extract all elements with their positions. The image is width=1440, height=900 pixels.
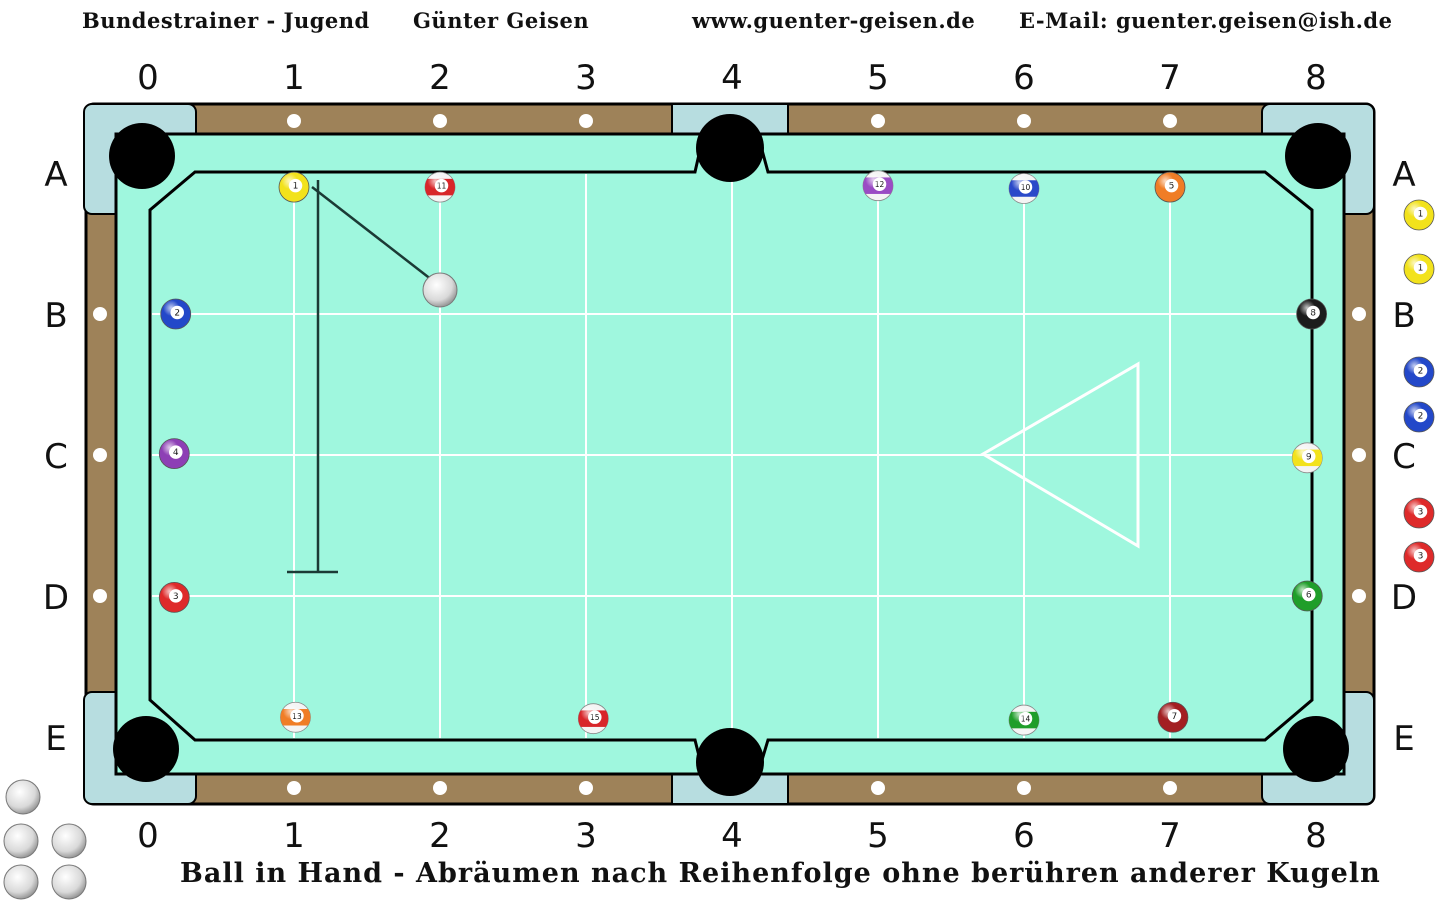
spare-cue-ball <box>51 864 87 900</box>
header-trainer: Bundestrainer - Jugend <box>82 8 370 33</box>
column-label-top: 2 <box>429 58 451 98</box>
column-label-top: 7 <box>1159 58 1181 98</box>
column-label-bottom: 1 <box>283 816 305 856</box>
row-label-left: E <box>45 719 66 759</box>
ball-7: 7 <box>1157 701 1189 733</box>
spare-cue-balls <box>3 779 87 900</box>
caption: Ball in Hand - Abräumen nach Reihenfolge… <box>180 858 1381 889</box>
column-label-top: 3 <box>575 58 597 98</box>
diamond-bottom-5 <box>871 781 885 795</box>
diamond-left-2 <box>93 448 107 462</box>
column-label-top: 6 <box>1013 58 1035 98</box>
ball-4: 4 <box>158 438 190 469</box>
column-label-bottom: 8 <box>1305 816 1327 856</box>
ball-5: 5 <box>1154 171 1186 203</box>
diamond-top-3 <box>579 114 593 128</box>
column-label-bottom: 2 <box>429 816 451 856</box>
rail-diamonds <box>93 114 1366 795</box>
diamond-top-2 <box>433 114 447 128</box>
diamond-bottom-3 <box>579 781 593 795</box>
row-label-left: B <box>44 296 67 336</box>
diamond-top-7 <box>1163 114 1177 128</box>
row-label-right: A <box>1392 155 1415 195</box>
row-label-right: C <box>1392 437 1416 477</box>
pocket-bottom-middle <box>696 728 764 796</box>
ball-15: 15 <box>577 703 609 735</box>
row-label-right: E <box>1393 719 1414 759</box>
ball-9: 9 <box>1291 442 1323 474</box>
ball-legend: 1 1 2 2 3 3 <box>1403 199 1435 573</box>
legend-ball-3: 3 <box>1403 541 1435 573</box>
header-name: Günter Geisen <box>413 8 590 33</box>
row-label-left: C <box>44 437 68 477</box>
pocket-bottom-left <box>113 716 179 782</box>
column-label-bottom: 7 <box>1159 816 1181 856</box>
column-label-bottom: 6 <box>1013 816 1035 856</box>
aim-line <box>311 186 433 281</box>
balls: 111121052849361315147 <box>158 170 1328 736</box>
ball-13: 13 <box>280 701 311 733</box>
diamond-top-5 <box>871 114 885 128</box>
diamond-top-1 <box>287 114 301 128</box>
ball-3: 3 <box>158 582 190 613</box>
legend-ball-1: 1 <box>1403 253 1435 285</box>
ball-11: 11 <box>424 171 456 203</box>
column-label-bottom: 0 <box>137 816 159 856</box>
legend-ball-1: 1 <box>1403 199 1435 231</box>
diamond-bottom-1 <box>287 781 301 795</box>
ball-2: 2 <box>160 298 192 330</box>
ball-1: 1 <box>278 171 310 203</box>
ball-8: 8 <box>1296 298 1328 330</box>
column-label-bottom: 4 <box>721 816 743 856</box>
spare-cue-ball <box>51 823 87 859</box>
diamond-bottom-2 <box>433 781 447 795</box>
header-website[interactable]: www.guenter-geisen.de <box>692 8 976 33</box>
ball-10: 10 <box>1008 173 1040 204</box>
legend-ball-2: 2 <box>1403 401 1435 433</box>
pocket-top-left <box>109 123 175 189</box>
spare-cue-ball <box>3 864 39 900</box>
spare-cue-ball <box>3 823 39 859</box>
diamond-left-1 <box>93 307 107 321</box>
row-label-left: A <box>44 155 67 195</box>
row-label-right: B <box>1392 296 1415 336</box>
diamond-bottom-7 <box>1163 781 1177 795</box>
spare-cue-ball <box>5 779 41 815</box>
pocket-top-right <box>1285 123 1351 189</box>
diamond-top-6 <box>1017 114 1031 128</box>
column-label-top: 0 <box>137 58 159 98</box>
cue-ball <box>422 272 458 308</box>
ball-14: 14 <box>1008 704 1040 736</box>
column-label-top: 4 <box>721 58 743 98</box>
legend-ball-3: 3 <box>1403 497 1435 529</box>
pocket-top-middle <box>696 114 764 182</box>
diamond-right-3 <box>1352 589 1366 603</box>
diamond-left-3 <box>93 589 107 603</box>
row-label-right: D <box>1391 578 1417 618</box>
diamond-right-1 <box>1352 307 1366 321</box>
diamond-right-2 <box>1352 448 1366 462</box>
header-email[interactable]: E-Mail: guenter.geisen@ish.de <box>1019 8 1393 33</box>
column-label-bottom: 3 <box>575 816 597 856</box>
legend-ball-2: 2 <box>1403 356 1435 388</box>
column-label-top: 8 <box>1305 58 1327 98</box>
pocket-bottom-right <box>1283 716 1349 782</box>
column-label-bottom: 5 <box>867 816 889 856</box>
row-label-left: D <box>43 578 69 618</box>
ball-6: 6 <box>1291 580 1323 612</box>
grid-lines <box>152 174 1310 738</box>
rack-triangle <box>980 361 1140 549</box>
diamond-bottom-6 <box>1017 781 1031 795</box>
column-label-top: 1 <box>283 58 305 98</box>
ball-12: 12 <box>862 170 894 202</box>
column-label-top: 5 <box>867 58 889 98</box>
